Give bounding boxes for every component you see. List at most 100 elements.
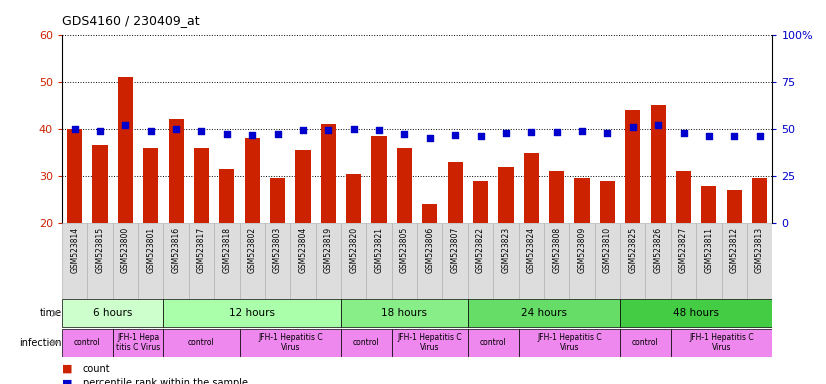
FancyBboxPatch shape xyxy=(316,223,341,299)
Text: GSM523806: GSM523806 xyxy=(425,227,434,273)
Text: JFH-1 Hepa
titis C Virus: JFH-1 Hepa titis C Virus xyxy=(116,333,160,352)
Bar xyxy=(169,119,183,223)
Point xyxy=(423,135,436,141)
Bar xyxy=(219,169,235,223)
Bar xyxy=(270,179,285,223)
FancyBboxPatch shape xyxy=(112,329,164,356)
FancyBboxPatch shape xyxy=(443,223,468,299)
FancyBboxPatch shape xyxy=(214,223,240,299)
Bar xyxy=(194,148,209,223)
Text: JFH-1 Hepatitis C
Virus: JFH-1 Hepatitis C Virus xyxy=(258,333,323,352)
Text: JFH-1 Hepatitis C
Virus: JFH-1 Hepatitis C Virus xyxy=(537,333,601,352)
FancyBboxPatch shape xyxy=(240,223,265,299)
Bar xyxy=(93,146,107,223)
Point xyxy=(93,128,107,134)
FancyBboxPatch shape xyxy=(671,223,696,299)
FancyBboxPatch shape xyxy=(62,223,88,299)
FancyBboxPatch shape xyxy=(164,329,240,356)
Bar xyxy=(549,171,564,223)
Bar xyxy=(422,204,438,223)
FancyBboxPatch shape xyxy=(138,223,164,299)
Bar xyxy=(498,167,514,223)
Bar xyxy=(244,138,260,223)
Text: control: control xyxy=(188,338,215,347)
Point xyxy=(702,132,715,139)
Text: time: time xyxy=(40,308,61,318)
Bar xyxy=(320,124,336,223)
FancyBboxPatch shape xyxy=(519,223,544,299)
Text: count: count xyxy=(83,364,110,374)
FancyBboxPatch shape xyxy=(519,329,620,356)
Point xyxy=(245,131,259,137)
FancyBboxPatch shape xyxy=(112,223,138,299)
Point xyxy=(753,132,767,139)
Point xyxy=(68,126,81,132)
Bar xyxy=(67,129,83,223)
Text: 48 hours: 48 hours xyxy=(673,308,719,318)
Text: GSM523809: GSM523809 xyxy=(577,227,586,273)
Text: GSM523804: GSM523804 xyxy=(298,227,307,273)
Point xyxy=(398,131,411,137)
Bar xyxy=(524,152,539,223)
Bar xyxy=(396,148,412,223)
Point xyxy=(119,122,132,128)
Text: infection: infection xyxy=(19,338,61,348)
Text: GSM523816: GSM523816 xyxy=(172,227,181,273)
Bar xyxy=(448,162,463,223)
FancyBboxPatch shape xyxy=(468,223,493,299)
Text: GSM523815: GSM523815 xyxy=(96,227,105,273)
Text: GSM523825: GSM523825 xyxy=(629,227,638,273)
Text: GSM523805: GSM523805 xyxy=(400,227,409,273)
FancyBboxPatch shape xyxy=(493,223,519,299)
Text: JFH-1 Hepatitis C
Virus: JFH-1 Hepatitis C Virus xyxy=(397,333,462,352)
Point xyxy=(322,127,335,133)
Text: JFH-1 Hepatitis C
Virus: JFH-1 Hepatitis C Virus xyxy=(689,333,754,352)
Text: control: control xyxy=(632,338,659,347)
Text: ■: ■ xyxy=(62,378,73,384)
Text: GSM523811: GSM523811 xyxy=(705,227,714,273)
FancyBboxPatch shape xyxy=(544,223,569,299)
FancyBboxPatch shape xyxy=(189,223,214,299)
Text: GSM523824: GSM523824 xyxy=(527,227,536,273)
FancyBboxPatch shape xyxy=(240,329,341,356)
Bar xyxy=(143,148,159,223)
Point xyxy=(373,127,386,133)
FancyBboxPatch shape xyxy=(392,223,417,299)
FancyBboxPatch shape xyxy=(164,300,341,328)
FancyBboxPatch shape xyxy=(645,223,671,299)
Text: GSM523821: GSM523821 xyxy=(374,227,383,273)
Bar xyxy=(752,179,767,223)
Point xyxy=(144,128,157,134)
Bar xyxy=(296,150,311,223)
Bar xyxy=(118,77,133,223)
Point xyxy=(676,130,690,136)
Point xyxy=(728,133,741,139)
Text: GSM523814: GSM523814 xyxy=(70,227,79,273)
FancyBboxPatch shape xyxy=(671,329,772,356)
FancyBboxPatch shape xyxy=(62,329,112,356)
Text: GSM523820: GSM523820 xyxy=(349,227,358,273)
Point xyxy=(626,124,639,130)
FancyBboxPatch shape xyxy=(367,223,392,299)
Text: GSM523807: GSM523807 xyxy=(451,227,460,273)
FancyBboxPatch shape xyxy=(62,300,164,328)
Bar xyxy=(701,185,716,223)
Bar xyxy=(625,110,640,223)
FancyBboxPatch shape xyxy=(468,329,519,356)
FancyBboxPatch shape xyxy=(696,223,722,299)
FancyBboxPatch shape xyxy=(417,223,443,299)
Text: 24 hours: 24 hours xyxy=(521,308,567,318)
Point xyxy=(221,131,234,137)
FancyBboxPatch shape xyxy=(620,329,671,356)
FancyBboxPatch shape xyxy=(747,223,772,299)
Text: GSM523826: GSM523826 xyxy=(653,227,662,273)
Bar xyxy=(676,171,691,223)
Bar xyxy=(600,181,615,223)
FancyBboxPatch shape xyxy=(265,223,290,299)
Text: GSM523823: GSM523823 xyxy=(501,227,510,273)
Text: GSM523803: GSM523803 xyxy=(273,227,282,273)
FancyBboxPatch shape xyxy=(164,223,189,299)
Point xyxy=(499,130,512,136)
Text: percentile rank within the sample: percentile rank within the sample xyxy=(83,378,248,384)
Text: GSM523801: GSM523801 xyxy=(146,227,155,273)
